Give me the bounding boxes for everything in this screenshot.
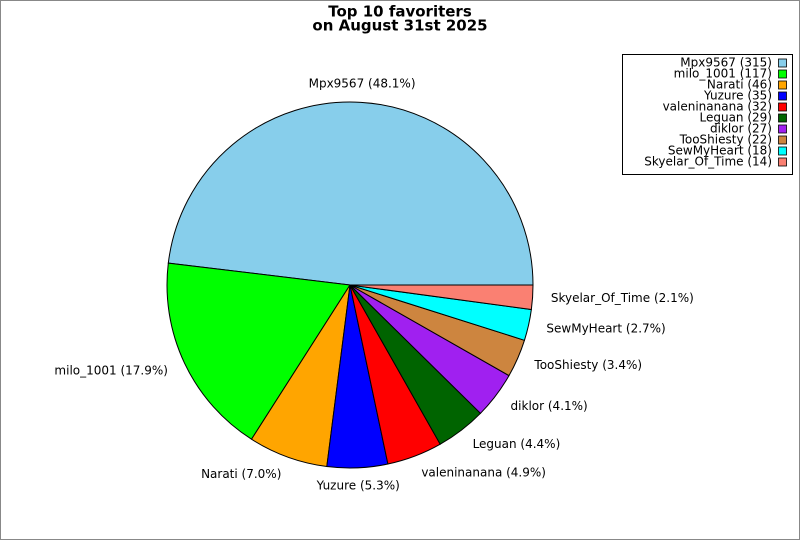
slice-label: Skyelar_Of_Time (2.1%): [551, 291, 694, 305]
legend-label: diklor (27): [710, 122, 772, 136]
legend-label: Mpx9567 (315): [680, 56, 772, 70]
legend-swatch: [778, 135, 787, 145]
chart-subtitle: on August 31st 2025: [312, 17, 487, 35]
pie-slice: [166, 262, 351, 440]
legend-swatch: [778, 102, 787, 112]
slice-label: milo_1001 (17.9%): [54, 363, 168, 377]
legend-swatch: [778, 91, 787, 101]
pie-slice: [167, 101, 534, 286]
legend-label: Yuzure (35): [703, 89, 772, 103]
legend-swatch: [778, 113, 787, 123]
slice-label: Mpx9567 (48.1%): [309, 77, 416, 91]
slice-label: diklor (4.1%): [511, 399, 588, 413]
legend-swatch: [778, 69, 787, 79]
legend-swatch: [778, 157, 787, 167]
legend-label: milo_1001 (117): [674, 67, 772, 81]
slice-label: TooShiesty (3.4%): [533, 358, 642, 372]
legend-label: Skyelar_Of_Time (14): [644, 155, 772, 169]
legend-label: SewMyHeart (18): [668, 144, 772, 158]
slice-label: Yuzure (5.3%): [316, 479, 400, 493]
chart-title: Top 10 favoriters: [328, 3, 472, 21]
legend-label: Leguan (29): [700, 111, 773, 125]
slice-label: valeninanana (4.9%): [421, 466, 546, 480]
legend-swatch: [778, 124, 787, 134]
pie-slice: [349, 284, 534, 311]
legend-swatch: [778, 58, 787, 68]
legend-swatch: [778, 146, 787, 156]
legend-swatch: [778, 80, 787, 90]
legend-box: [622, 54, 793, 175]
slice-label: Leguan (4.4%): [473, 437, 561, 451]
legend-label: TooShiesty (22): [679, 133, 772, 147]
slice-label: SewMyHeart (2.7%): [546, 322, 665, 336]
legend-label: valeninanana (32): [663, 100, 772, 114]
slice-label: Narati (7.0%): [201, 467, 281, 481]
legend-label: Narati (46): [707, 78, 772, 92]
